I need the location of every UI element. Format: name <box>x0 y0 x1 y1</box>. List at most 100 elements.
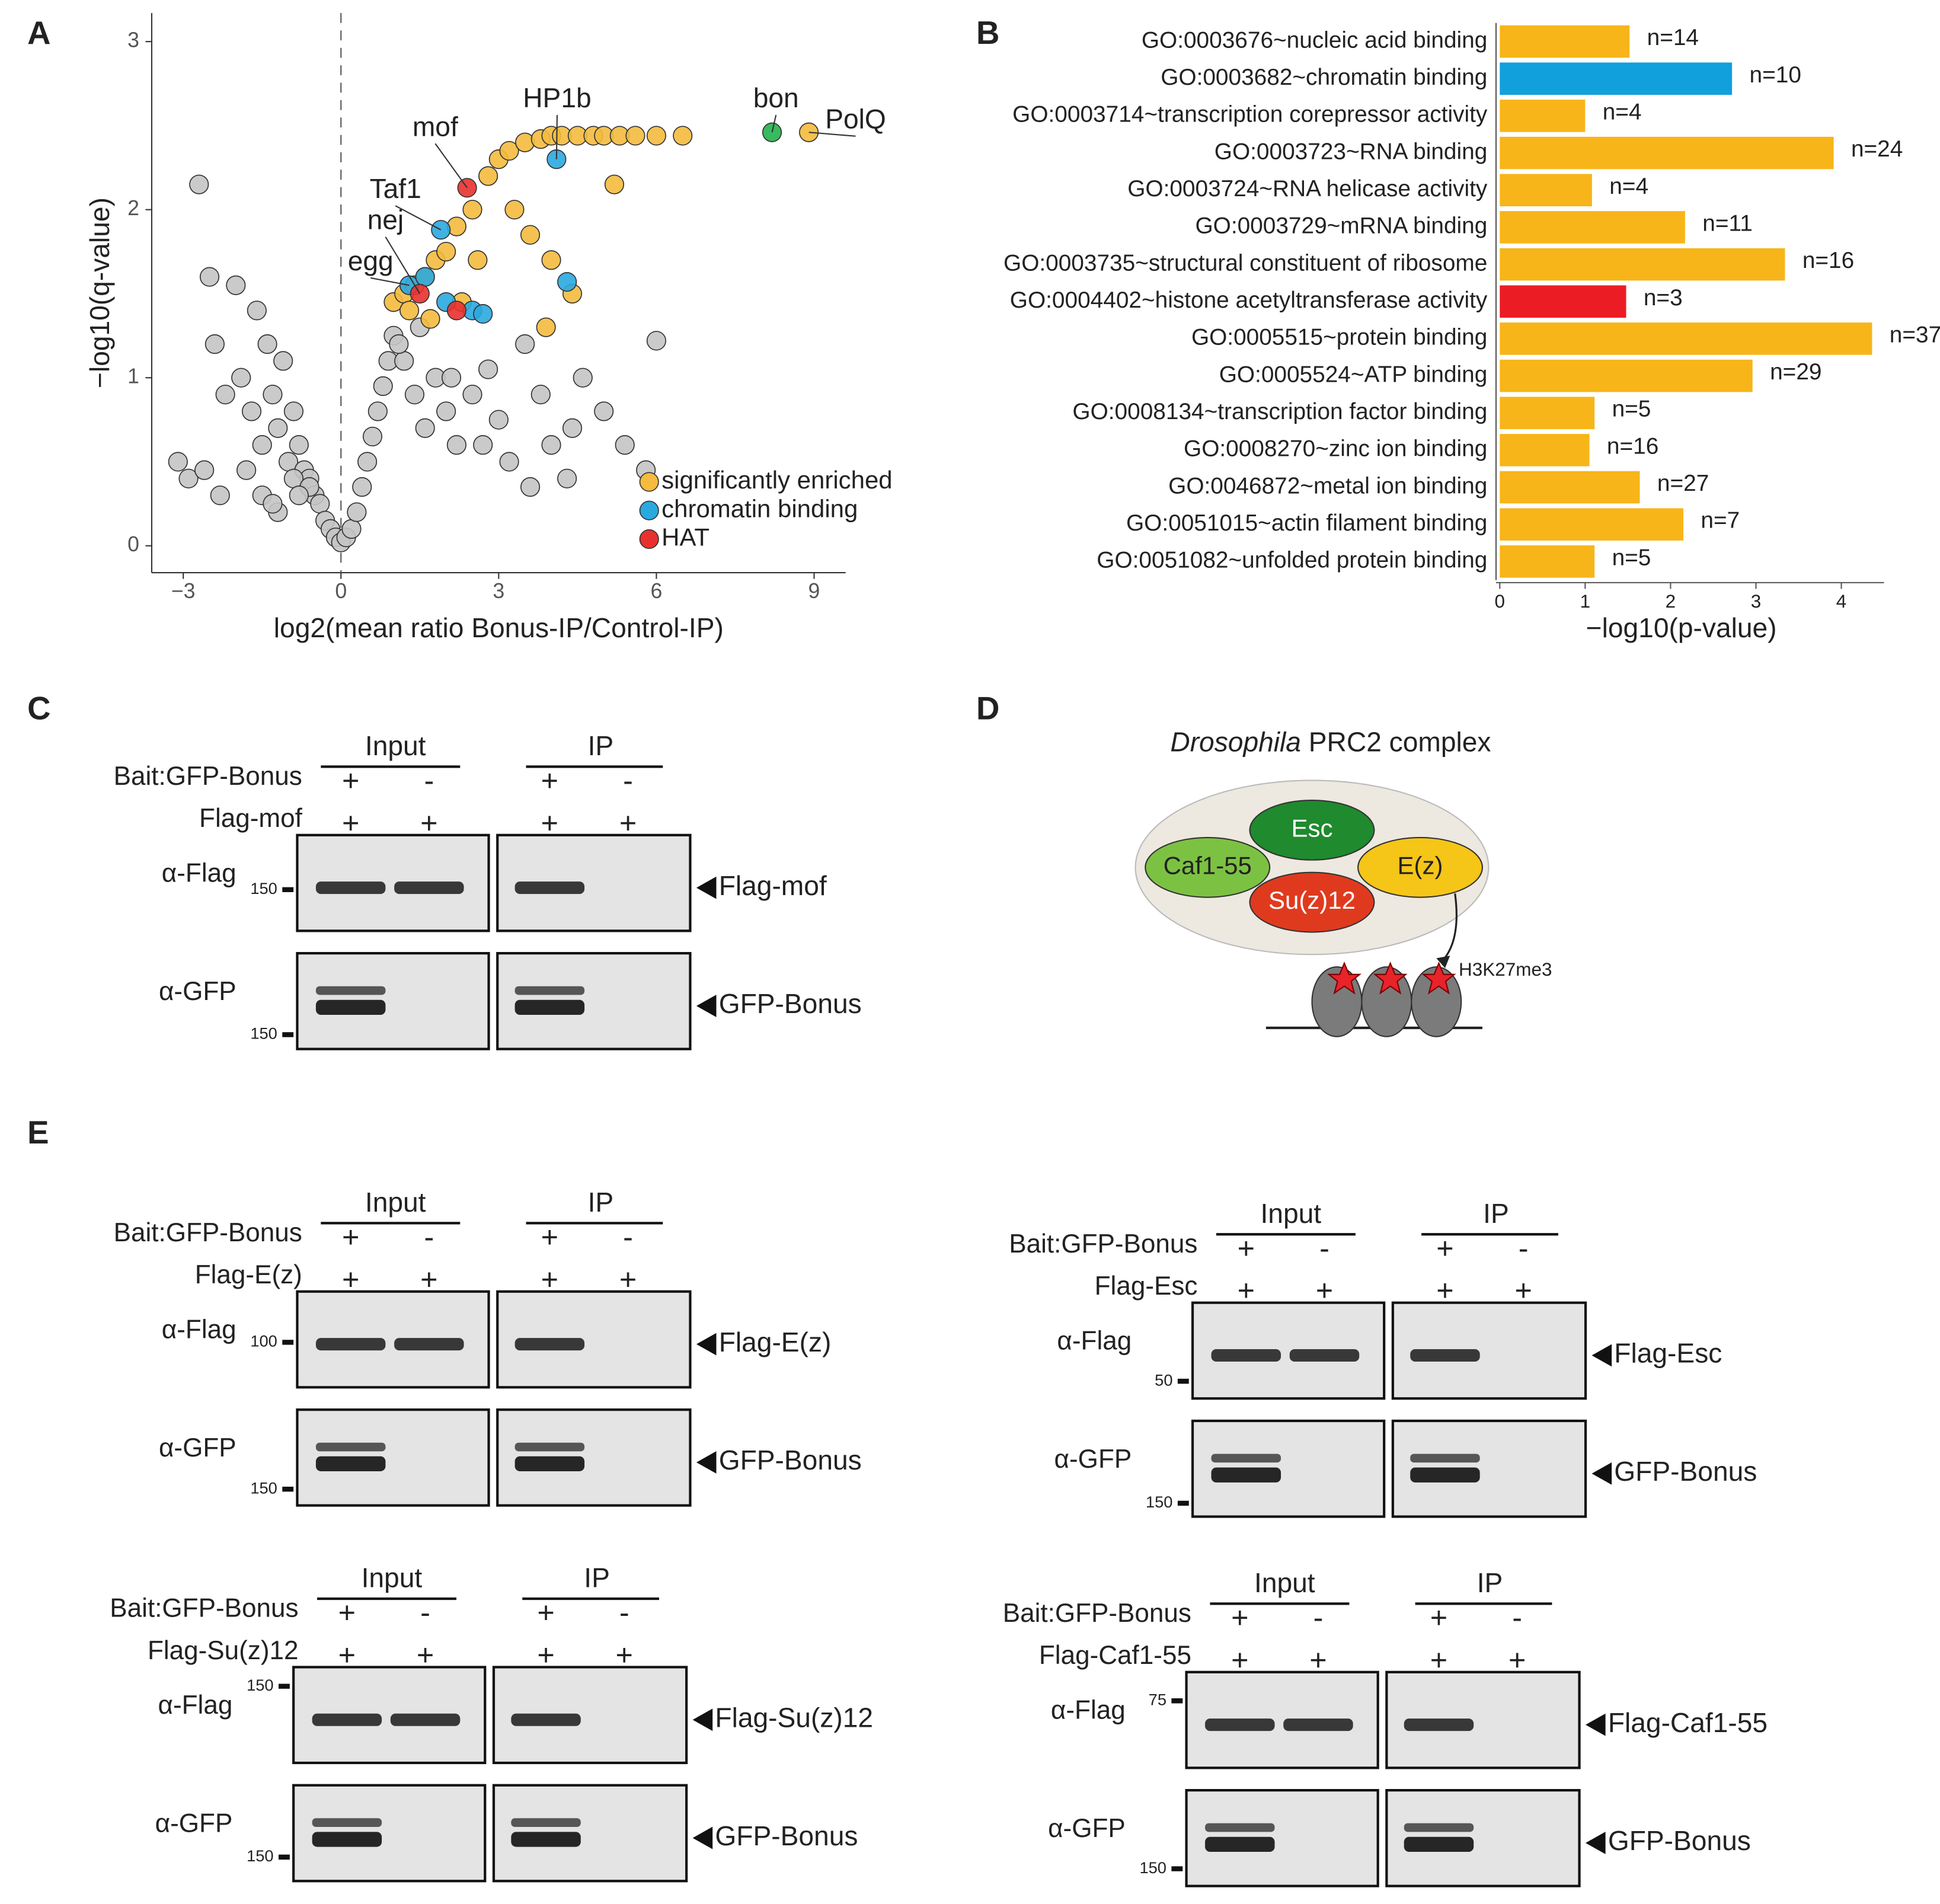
blot-label: α-Flag <box>158 1691 233 1720</box>
y-tick-label: 3 <box>127 28 139 52</box>
point <box>673 126 693 146</box>
count-label: n=37 <box>1890 322 1940 347</box>
legend-label: chromatin binding <box>661 494 858 522</box>
sign: + <box>1238 1231 1255 1265</box>
band <box>315 986 386 995</box>
count-label: n=24 <box>1851 136 1903 162</box>
prc2-diagram: Drosophila PRC2 complex Esc Caf1-55 Su(z… <box>1134 727 1552 1037</box>
node <box>1249 799 1375 861</box>
point <box>420 309 440 329</box>
leader <box>385 237 421 294</box>
band <box>312 1832 382 1847</box>
x-tick-label: 1 <box>1580 591 1591 612</box>
band <box>390 1713 461 1726</box>
band <box>514 881 585 895</box>
point <box>236 460 257 480</box>
category-label: GO:0051082~unfolded protein binding <box>1097 548 1487 573</box>
count-label: n=7 <box>1701 508 1740 533</box>
x-tick-label: −3 <box>171 579 196 603</box>
count-label: n=27 <box>1657 471 1709 496</box>
annotation: PolQ <box>825 104 886 135</box>
complex <box>1134 780 1490 956</box>
sign: - <box>1319 1231 1329 1265</box>
legend-swatch <box>639 472 659 492</box>
arrowhead <box>1591 1344 1612 1367</box>
point <box>615 435 635 455</box>
blot-label: α-GFP <box>1048 1814 1126 1843</box>
blot-label: α-Flag <box>1057 1326 1132 1355</box>
count-label: n=4 <box>1609 174 1648 199</box>
point <box>257 334 277 354</box>
sign: - <box>424 763 434 797</box>
blot-label: Input <box>1260 1198 1321 1229</box>
point <box>478 166 498 186</box>
annotation: HP1b <box>523 82 591 113</box>
blot-label: IP <box>588 730 614 761</box>
target-label: GFP-Bonus <box>1614 1456 1757 1487</box>
y-tick-label: 2 <box>127 196 139 220</box>
y-tick-label: 1 <box>127 365 139 388</box>
point <box>199 267 220 287</box>
point <box>273 351 293 371</box>
marker-label: 100 <box>250 1332 277 1350</box>
sign: + <box>1436 1231 1453 1265</box>
legend-swatch <box>639 529 659 550</box>
point <box>646 126 666 146</box>
band <box>511 1713 581 1726</box>
point <box>415 418 435 438</box>
blot-label: Flag-mof <box>199 804 303 833</box>
target-label: Flag-Su(z)12 <box>715 1702 873 1733</box>
point <box>562 418 583 438</box>
x-tick-label: 0 <box>335 579 347 603</box>
marker-label: 75 <box>1149 1690 1166 1708</box>
node-label: Su(z)12 <box>1268 886 1356 914</box>
leader <box>370 277 410 286</box>
point <box>389 334 409 354</box>
target-label: GFP-Bonus <box>719 1445 862 1475</box>
category-label: GO:0008270~zinc ion binding <box>1184 436 1487 462</box>
point <box>178 468 199 488</box>
target-label: Flag-Caf1-55 <box>1608 1707 1768 1738</box>
point <box>263 494 283 514</box>
blot-label: Flag-Caf1-55 <box>1039 1641 1191 1670</box>
marker-label: 150 <box>250 1478 277 1497</box>
band <box>1404 1836 1474 1852</box>
point <box>762 122 782 142</box>
star <box>1327 961 1361 995</box>
point <box>436 241 456 262</box>
y-axis-title: −log10(q-value) <box>84 197 115 388</box>
band <box>394 881 464 895</box>
point <box>436 401 456 421</box>
band <box>1289 1349 1360 1362</box>
panel-label: C <box>27 690 50 726</box>
node-label: E(z) <box>1398 851 1443 879</box>
sign: + <box>537 1596 554 1630</box>
arrowhead <box>1436 956 1450 969</box>
leader <box>434 143 468 189</box>
node-label: Esc <box>1292 814 1333 842</box>
title-italic: Drosophila <box>1170 727 1301 758</box>
legend-swatch <box>639 500 659 520</box>
blot-label: Bait:GFP-Bonus <box>114 1218 302 1247</box>
arrowhead <box>696 1333 717 1356</box>
point <box>499 140 519 161</box>
annotation: nej <box>367 205 404 235</box>
bar <box>1500 508 1684 541</box>
sign: - <box>623 763 633 797</box>
marker-label: 50 <box>1155 1371 1172 1389</box>
target-label: Flag-E(z) <box>719 1327 832 1357</box>
marker-label: 150 <box>1146 1493 1173 1511</box>
blot-label: α-Flag <box>162 859 236 888</box>
band <box>315 1442 386 1452</box>
band <box>1205 1836 1275 1852</box>
panel-label: D <box>976 690 999 726</box>
category-label: GO:0003723~RNA binding <box>1215 139 1488 164</box>
category-label: GO:0008134~transcription factor binding <box>1072 399 1487 424</box>
band <box>315 1338 386 1351</box>
bar <box>1500 359 1753 392</box>
count-label: n=5 <box>1612 397 1651 422</box>
count-label: n=14 <box>1647 25 1699 50</box>
point <box>594 401 614 421</box>
bar <box>1500 285 1626 318</box>
blot-label: IP <box>1477 1567 1503 1598</box>
